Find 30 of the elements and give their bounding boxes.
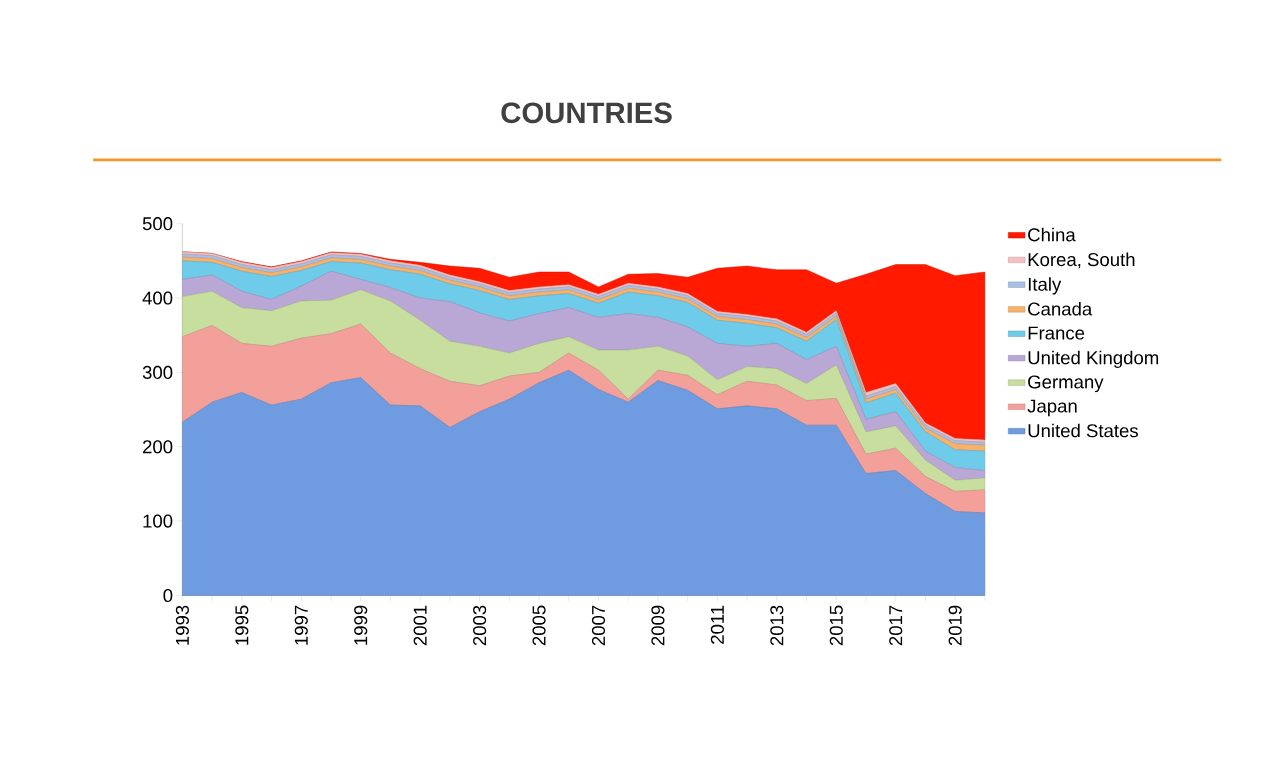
chart-title: COUNTRIES bbox=[501, 102, 672, 124]
x-tick-label: 2001 bbox=[413, 605, 427, 646]
x-tick-label: 2003 bbox=[473, 605, 487, 646]
x-tick-label: 1993 bbox=[175, 605, 189, 645]
x-tick-label: 2019 bbox=[948, 605, 962, 646]
x-tick-label: 2007 bbox=[591, 605, 606, 646]
y-tick-label: 100 bbox=[143, 514, 173, 528]
legend-label: United States bbox=[1028, 423, 1138, 438]
x-tick-label: 1997 bbox=[294, 605, 308, 645]
y-tick-label: 500 bbox=[142, 216, 173, 231]
y-tick-label: 200 bbox=[143, 440, 173, 454]
x-tick-label: 1999 bbox=[354, 605, 368, 645]
x-tick-label: 2005 bbox=[532, 605, 546, 646]
x-tick-label: 2009 bbox=[651, 605, 665, 646]
x-tick-label: 2013 bbox=[770, 605, 784, 646]
legend-label: China bbox=[1028, 227, 1076, 242]
y-tick-label: 0 bbox=[163, 588, 173, 602]
legend-label: France bbox=[1028, 326, 1085, 340]
legend-label: Japan bbox=[1027, 399, 1077, 417]
x-tick-label: 2011 bbox=[710, 605, 724, 644]
legend-label: Canada bbox=[1028, 301, 1093, 316]
legend-label: United Kingdom bbox=[1028, 350, 1159, 368]
legend-label: Germany bbox=[1028, 375, 1104, 393]
legend-label: Korea, South bbox=[1028, 252, 1135, 269]
legend-label: Italy bbox=[1028, 277, 1062, 295]
x-tick-label: 2015 bbox=[829, 605, 843, 646]
x-tick-label: 2017 bbox=[889, 605, 903, 646]
y-tick-label: 300 bbox=[142, 365, 173, 379]
x-tick-label: 1995 bbox=[235, 605, 249, 645]
y-tick-label: 400 bbox=[142, 291, 173, 305]
